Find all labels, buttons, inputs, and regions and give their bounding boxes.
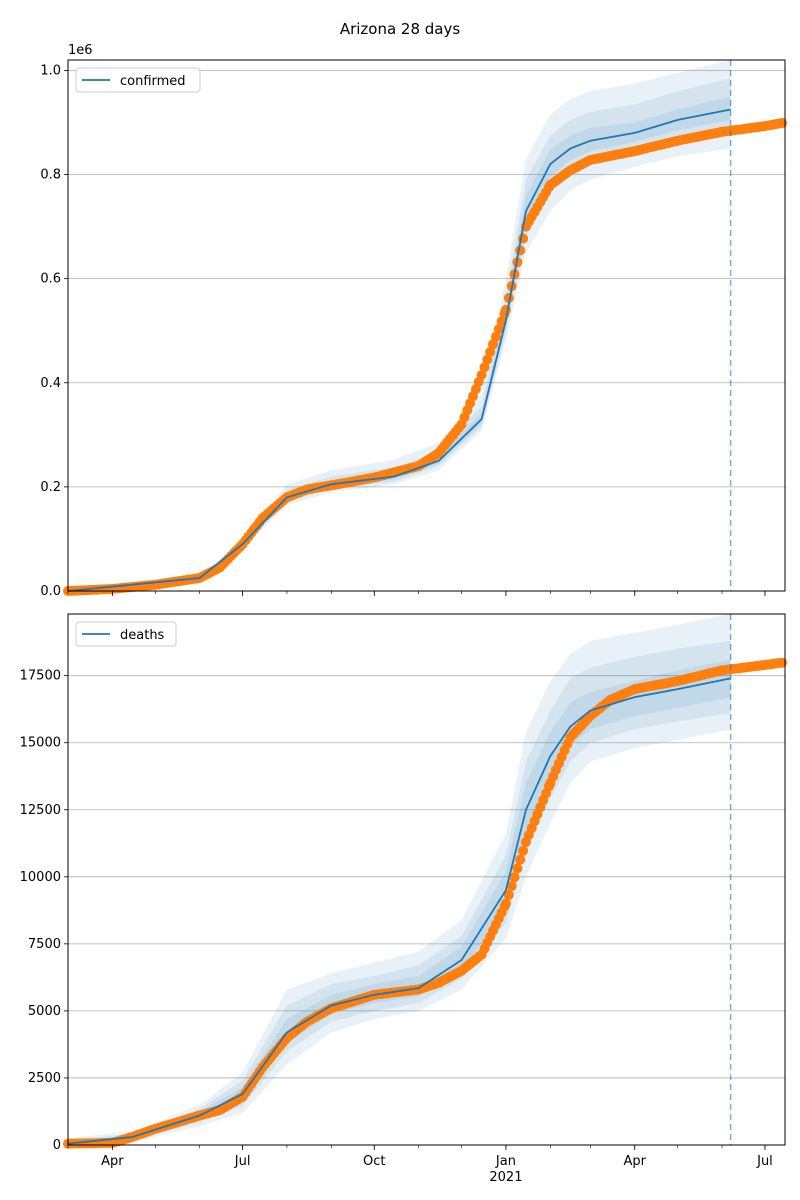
uncertainty-band-1	[68, 60, 731, 591]
uncertainty-band-3	[68, 96, 731, 592]
y-offset-label: 1e6	[68, 43, 93, 58]
legend: deaths	[75, 621, 177, 647]
x-tick-label: Jan	[495, 1154, 516, 1169]
x-tick-label: Apr	[623, 1154, 646, 1169]
observed-point	[479, 362, 490, 373]
x-tick-sublabel: 2021	[489, 1170, 522, 1185]
chart-panel-1: 0.0 0.2 0.4 0.6 0.8 1.0 1e6 confirmed	[40, 43, 788, 599]
observed-point	[476, 370, 487, 380]
observed-point	[515, 854, 526, 865]
y-tick-label: 1.0	[40, 63, 61, 78]
observed-point	[500, 304, 511, 315]
y-tick-label: 2500	[28, 1071, 61, 1086]
y-tick-label: 0.0	[40, 584, 61, 599]
chart-panel-2: 0 2500 5000 7500 10000 12500 15000 17500 Apr Jul O…	[20, 613, 788, 1185]
observed-point	[482, 354, 493, 365]
observed-point	[506, 881, 517, 891]
legend: confirmed	[75, 67, 201, 93]
observed-point	[490, 331, 501, 342]
forecast-line-deaths	[67, 677, 731, 1145]
y-tick-label: 12500	[20, 803, 61, 818]
forecast-line-confirmed	[67, 108, 731, 592]
observed-point	[777, 118, 788, 128]
y-tick-label: 0.4	[40, 376, 61, 391]
observed-point	[493, 324, 504, 334]
observed-point	[500, 898, 511, 909]
legend-box	[75, 621, 177, 647]
legend-box	[75, 67, 201, 93]
y-tick-label: 10000	[20, 870, 61, 885]
y-tick-label: 7500	[28, 937, 61, 952]
y-tick-label: 5000	[28, 1004, 61, 1019]
axes-frame	[67, 613, 786, 1146]
observed-point	[512, 863, 523, 874]
observed-point	[488, 339, 498, 350]
observed-point	[777, 657, 788, 668]
y-tick-label: 17500	[20, 669, 61, 684]
observed-point	[518, 845, 529, 856]
uncertainty-band-2	[68, 78, 731, 591]
x-tick-label: Jul	[756, 1154, 773, 1169]
y-tick-label: 15000	[20, 736, 61, 751]
observed-point	[503, 889, 514, 900]
x-tick-label: Apr	[101, 1154, 124, 1169]
axes-frame	[67, 59, 786, 592]
legend-label: deaths	[120, 628, 165, 643]
y-tick-label: 0.8	[40, 168, 61, 183]
observed-series	[63, 118, 788, 596]
uncertainty-band-3	[68, 659, 731, 1145]
observed-point	[485, 347, 496, 357]
uncertainty-band-2	[68, 640, 731, 1145]
x-tick-label: Oct	[363, 1154, 385, 1169]
y-tick-label: 0.6	[40, 272, 61, 287]
figure-title: Arizona 28 days	[339, 20, 461, 38]
observed-point	[509, 872, 520, 883]
x-tick-label: Jul	[234, 1154, 251, 1169]
y-tick-label: 0.2	[40, 480, 61, 495]
y-tick-label: 0	[53, 1138, 61, 1153]
legend-label: confirmed	[120, 74, 186, 89]
